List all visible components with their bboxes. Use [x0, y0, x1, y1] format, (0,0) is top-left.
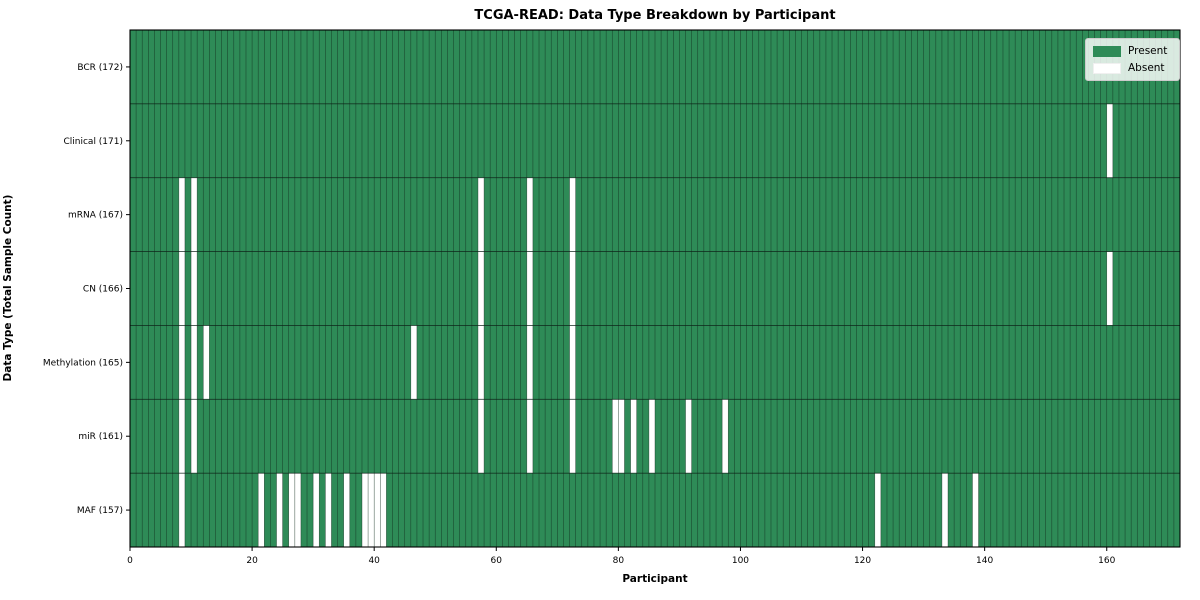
- heatmap-cell-absent: [526, 399, 533, 474]
- heatmap-cell-absent: [874, 473, 881, 547]
- x-tick-label: 40: [368, 556, 380, 566]
- heatmap-cell-absent: [178, 473, 185, 547]
- legend-entry-absent: Absent: [1093, 62, 1171, 74]
- x-axis-label: Participant: [622, 573, 688, 585]
- legend-entry-present: Present: [1093, 45, 1171, 57]
- heatmap-cell-absent: [361, 473, 369, 547]
- heatmap-cell-absent: [191, 177, 198, 252]
- y-tick-label: MAF (157): [77, 506, 123, 516]
- heatmap-cell-absent: [191, 251, 198, 326]
- heatmap-cell-absent: [178, 251, 185, 326]
- heatmap-cell-absent: [569, 177, 576, 252]
- x-tick-label: 140: [976, 556, 993, 566]
- heatmap-cell-absent: [685, 399, 692, 474]
- heatmap-cell-absent: [722, 399, 729, 474]
- heatmap-cell-absent: [178, 177, 185, 252]
- y-tick-label: CN (166): [83, 285, 123, 295]
- absent-swatch-icon: [1093, 62, 1121, 74]
- heatmap-cell-absent: [612, 399, 619, 474]
- heatmap-cell-absent: [477, 325, 485, 400]
- heatmap-cell-absent: [630, 399, 637, 474]
- heatmap-cell-absent: [477, 251, 485, 326]
- heatmap-cell-absent: [288, 473, 295, 547]
- x-tick-label: 120: [854, 556, 871, 566]
- heatmap-cell-absent: [526, 325, 533, 400]
- heatmap-cell-absent: [569, 325, 576, 400]
- heatmap-cell-absent: [276, 473, 283, 547]
- y-tick-label: mRNA (167): [68, 211, 123, 221]
- x-tick-label: 160: [1098, 556, 1115, 566]
- present-swatch-icon: [1093, 45, 1121, 57]
- y-tick-label: Clinical (171): [63, 137, 123, 147]
- heatmap-cell-absent: [477, 177, 485, 252]
- x-tick-label: 80: [613, 556, 625, 566]
- heatmap-cell-absent: [294, 473, 301, 547]
- heatmap-cell-absent: [178, 325, 185, 400]
- legend: Present Absent: [1085, 38, 1180, 81]
- heatmap-cell-absent: [368, 473, 375, 547]
- heatmap-cell-absent: [313, 473, 320, 547]
- legend-label-absent: Absent: [1128, 62, 1165, 74]
- y-axis-label: Data Type (Total Sample Count): [2, 194, 14, 382]
- heatmap-cell-absent: [526, 177, 533, 252]
- legend-label-present: Present: [1128, 45, 1168, 57]
- heatmap-cell-absent: [1106, 103, 1113, 178]
- heatmap-cell-absent: [410, 325, 417, 400]
- heatmap-cell-absent: [1106, 251, 1113, 326]
- heatmap-cell-absent: [374, 473, 381, 547]
- y-tick-label: Methylation (165): [43, 358, 123, 368]
- chart-title: TCGA-READ: Data Type Breakdown by Partic…: [474, 8, 836, 23]
- heatmap-cell-absent: [343, 473, 350, 547]
- heatmap-cell-absent: [191, 399, 198, 474]
- y-tick-label: BCR (172): [77, 63, 123, 73]
- heatmap-cell-absent: [258, 473, 265, 547]
- x-tick-label: 60: [491, 556, 503, 566]
- y-tick-label: miR (161): [78, 432, 123, 442]
- x-tick-label: 20: [246, 556, 258, 566]
- heatmap-cell-absent: [618, 399, 625, 474]
- heatmap-cell-absent: [178, 399, 185, 474]
- heatmap-cell-absent: [569, 399, 576, 474]
- heatmap-cell-absent: [569, 251, 576, 326]
- heatmap-cell-absent: [972, 473, 979, 547]
- heatmap-cell-absent: [477, 399, 485, 474]
- heatmap-cell-absent: [380, 473, 387, 547]
- x-tick-label: 100: [732, 556, 749, 566]
- heatmap-cell-absent: [325, 473, 332, 547]
- x-tick-label: 0: [127, 556, 133, 566]
- heatmap-cell-absent: [191, 325, 198, 400]
- heatmap-cell-absent: [203, 325, 210, 400]
- heatmap-cell-absent: [941, 473, 949, 547]
- heatmap-cell-absent: [648, 399, 655, 474]
- heatmap-cell-absent: [526, 251, 533, 326]
